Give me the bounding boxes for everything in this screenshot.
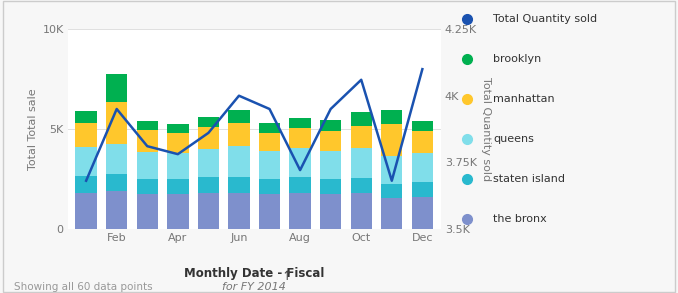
Bar <box>228 123 250 146</box>
Bar <box>167 133 188 153</box>
Bar <box>259 194 280 229</box>
Y-axis label: Total Quantity sold: Total Quantity sold <box>481 77 491 181</box>
Bar <box>167 153 188 179</box>
Text: ↑: ↑ <box>281 270 292 283</box>
Bar <box>412 182 433 197</box>
Bar <box>381 156 403 184</box>
Bar <box>198 193 219 229</box>
Bar <box>136 121 158 130</box>
Bar <box>167 179 188 194</box>
Bar <box>75 147 97 176</box>
Bar <box>381 198 403 229</box>
Bar <box>167 124 188 133</box>
Text: the bronx: the bronx <box>494 214 547 224</box>
Bar <box>106 144 127 174</box>
Bar <box>75 111 97 123</box>
Text: Showing all 60 data points: Showing all 60 data points <box>14 282 152 292</box>
Bar <box>228 146 250 177</box>
Bar <box>290 118 311 128</box>
Text: queens: queens <box>494 134 534 144</box>
Bar <box>228 177 250 193</box>
Bar <box>75 176 97 193</box>
Bar <box>198 177 219 193</box>
Bar <box>320 194 341 229</box>
Bar <box>412 153 433 182</box>
Bar <box>412 121 433 131</box>
Text: brooklyn: brooklyn <box>494 54 542 64</box>
Bar <box>75 193 97 229</box>
Bar <box>381 124 403 156</box>
Bar <box>351 112 372 126</box>
Bar <box>412 131 433 153</box>
Bar <box>228 193 250 229</box>
Bar <box>106 191 127 229</box>
Bar <box>351 148 372 178</box>
Text: Monthly Date - Fiscal: Monthly Date - Fiscal <box>184 267 325 280</box>
Bar <box>259 179 280 194</box>
Bar <box>290 148 311 177</box>
Bar <box>167 194 188 229</box>
Bar <box>290 128 311 148</box>
Bar <box>259 151 280 179</box>
Bar <box>198 149 219 177</box>
Bar <box>320 179 341 194</box>
Bar <box>198 117 219 127</box>
Bar <box>106 74 127 102</box>
Bar <box>381 110 403 124</box>
Bar <box>290 193 311 229</box>
Text: Total Quantity sold: Total Quantity sold <box>494 14 597 24</box>
Bar <box>259 133 280 151</box>
Bar <box>351 193 372 229</box>
Bar <box>290 177 311 193</box>
Bar <box>381 184 403 198</box>
Bar <box>106 102 127 144</box>
Bar <box>320 131 341 151</box>
Bar <box>351 126 372 148</box>
Bar <box>320 120 341 131</box>
Text: staten island: staten island <box>494 174 565 184</box>
Y-axis label: Total Total sale: Total Total sale <box>28 88 38 170</box>
Bar <box>412 197 433 229</box>
Bar <box>136 194 158 229</box>
Bar <box>136 152 158 179</box>
Bar <box>228 110 250 123</box>
Bar <box>259 123 280 133</box>
Bar <box>351 178 372 193</box>
Bar <box>198 127 219 149</box>
Bar <box>320 151 341 179</box>
Bar <box>75 123 97 147</box>
Bar <box>136 179 158 194</box>
Text: for FY 2014: for FY 2014 <box>222 282 286 292</box>
Bar <box>106 174 127 191</box>
Bar <box>136 130 158 152</box>
Text: manhattan: manhattan <box>494 94 555 104</box>
